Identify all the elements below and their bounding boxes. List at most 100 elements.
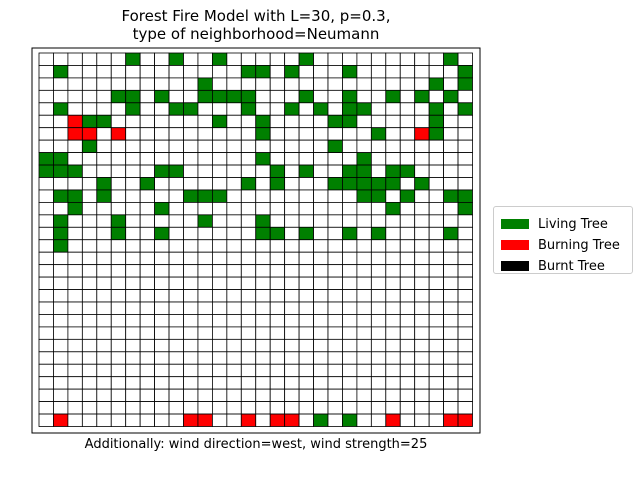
grid-cell-empty	[284, 326, 300, 340]
grid-cell-empty	[154, 351, 170, 365]
grid-cell-empty	[443, 338, 459, 353]
grid-cell-empty	[457, 89, 473, 104]
grid-cell-empty	[385, 264, 401, 278]
grid-cell-empty	[428, 89, 444, 104]
grid-cell-empty	[81, 314, 98, 328]
grid-cell-empty	[240, 276, 257, 290]
grid-cell-empty	[313, 301, 329, 315]
grid-cell-empty	[255, 264, 271, 278]
grid-cell-living-tree	[139, 177, 155, 191]
grid-cell-empty	[183, 264, 199, 278]
grid-cell-living-tree	[399, 164, 416, 178]
grid-cell-empty	[139, 214, 155, 228]
grid-cell-empty	[53, 301, 69, 315]
grid-cell-empty	[356, 289, 372, 303]
grid-cell-empty	[428, 314, 444, 328]
grid-cell-empty	[342, 201, 358, 216]
grid-cell-empty	[168, 65, 184, 79]
grid-cell-empty	[183, 201, 199, 216]
grid-cell-empty	[154, 77, 170, 91]
grid-cell-empty	[168, 376, 184, 390]
grid-cell-empty	[125, 326, 141, 340]
grid-cell-empty	[96, 65, 112, 79]
grid-cell-empty	[183, 251, 199, 266]
grid-cell-living-tree	[327, 139, 343, 153]
grid-cell-empty	[67, 363, 83, 378]
grid-cell-empty	[125, 314, 141, 328]
grid-cell-empty	[428, 164, 444, 178]
grid-cell-empty	[125, 251, 141, 266]
grid-cell-empty	[385, 139, 401, 153]
grid-cell-empty	[284, 314, 300, 328]
grid-cell-empty	[110, 139, 127, 153]
legend-item-burnt-tree: Burnt Tree	[501, 259, 605, 274]
grid-cell-burning-tree	[197, 413, 213, 427]
grid-cell-empty	[342, 264, 358, 278]
grid-cell-empty	[154, 326, 170, 340]
grid-cell-empty	[313, 326, 329, 340]
grid-cell-empty	[168, 338, 184, 353]
grid-cell-empty	[110, 114, 127, 129]
grid-cell-empty	[96, 264, 112, 278]
grid-cell-empty	[457, 214, 473, 228]
grid-cell-living-tree	[53, 239, 69, 253]
grid-cell-empty	[443, 326, 459, 340]
grid-cell-empty	[67, 89, 83, 104]
grid-cell-empty	[255, 376, 271, 390]
grid-cell-empty	[370, 89, 387, 104]
grid-cell-empty	[139, 276, 155, 290]
grid-cell-empty	[125, 239, 141, 253]
grid-cell-empty	[81, 102, 98, 116]
grid-cell-empty	[385, 314, 401, 328]
grid-cell-empty	[139, 338, 155, 353]
grid-cell-empty	[385, 127, 401, 141]
grid-cell-empty	[81, 239, 98, 253]
grid-cell-living-tree	[313, 102, 329, 116]
grid-cell-empty	[428, 326, 444, 340]
grid-cell-empty	[168, 226, 184, 241]
grid-cell-empty	[240, 326, 257, 340]
grid-cell-empty	[154, 65, 170, 79]
grid-cell-empty	[67, 289, 83, 303]
grid-cell-empty	[197, 102, 213, 116]
grid-cell-empty	[226, 114, 242, 129]
grid-cell-empty	[457, 338, 473, 353]
grid-cell-empty	[428, 226, 444, 241]
grid-cell-empty	[255, 413, 271, 427]
grid-cell-empty	[197, 388, 213, 402]
grid-cell-empty	[168, 351, 184, 365]
grid-cell-empty	[197, 289, 213, 303]
grid-cell-empty	[67, 351, 83, 365]
grid-cell-empty	[226, 177, 242, 191]
grid-cell-burning-tree	[269, 413, 286, 427]
grid-cell-living-tree	[67, 164, 83, 178]
grid-cell-empty	[67, 177, 83, 191]
grid-cell-empty	[226, 52, 242, 66]
grid-cell-empty	[183, 289, 199, 303]
grid-cell-empty	[183, 376, 199, 390]
grid-cell-empty	[38, 314, 54, 328]
grid-cell-empty	[183, 301, 199, 315]
grid-cell-empty	[370, 139, 387, 153]
grid-cell-empty	[96, 376, 112, 390]
grid-cell-empty	[327, 264, 343, 278]
grid-cell-empty	[67, 314, 83, 328]
grid-cell-empty	[154, 363, 170, 378]
grid-cell-living-tree	[298, 164, 314, 178]
grid-cell-empty	[284, 226, 300, 241]
grid-cell-empty	[38, 139, 54, 153]
grid-cell-empty	[313, 177, 329, 191]
grid-cell-empty	[53, 139, 69, 153]
grid-cell-empty	[168, 152, 184, 166]
grid-cell-empty	[356, 338, 372, 353]
grid-cell-empty	[211, 363, 228, 378]
grid-cell-empty	[255, 77, 271, 91]
legend-swatch-burnt-tree	[501, 261, 529, 271]
grid-cell-empty	[110, 264, 127, 278]
grid-cell-empty	[443, 164, 459, 178]
grid-cell-living-tree	[53, 164, 69, 178]
grid-cell-empty	[226, 376, 242, 390]
grid-cell-empty	[414, 401, 430, 415]
grid-cell-empty	[38, 401, 54, 415]
grid-cell-empty	[414, 201, 430, 216]
